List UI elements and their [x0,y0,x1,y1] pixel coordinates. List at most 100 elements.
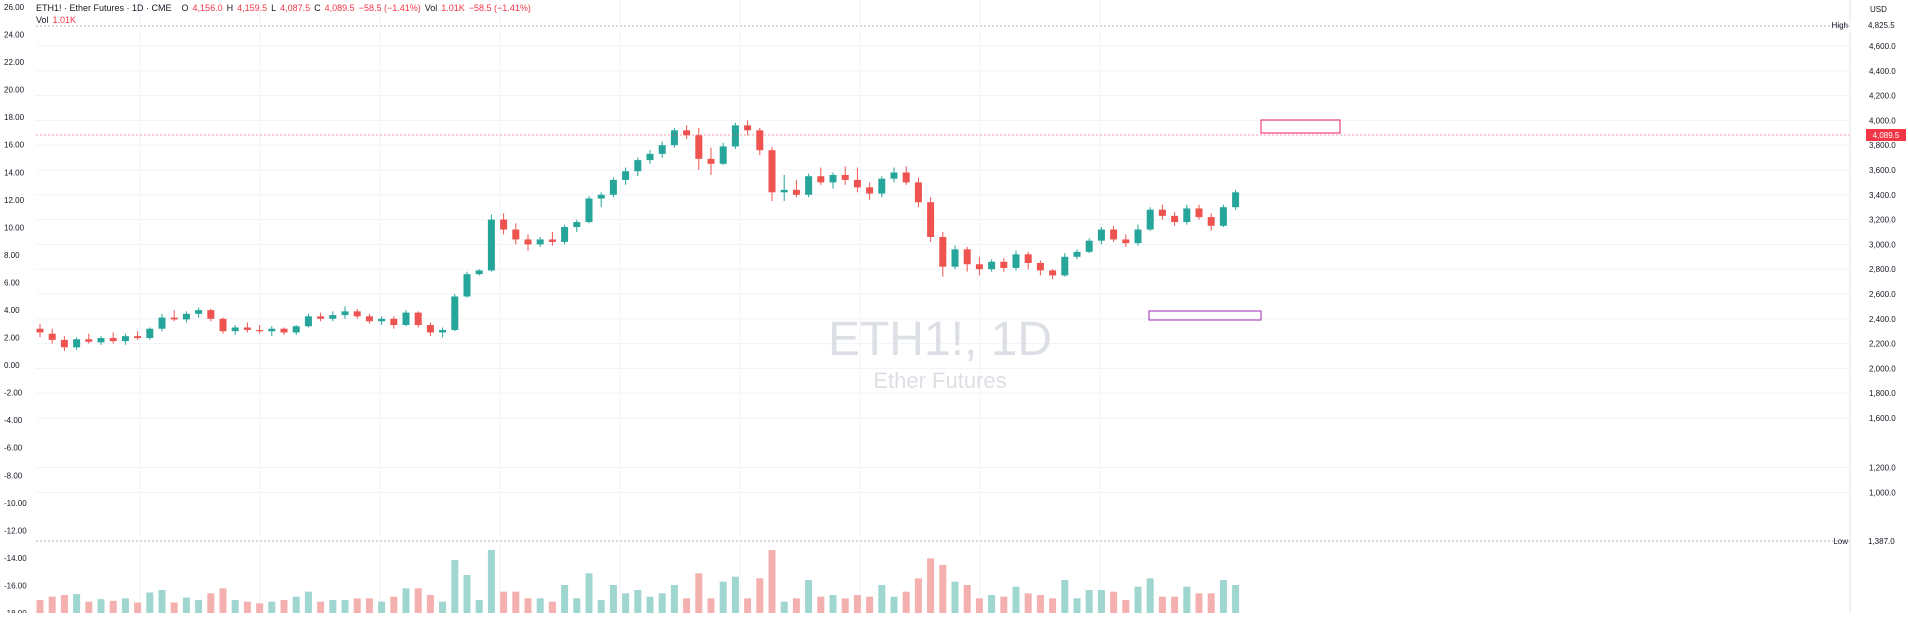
candle[interactable] [1000,258,1008,272]
candle[interactable] [780,174,788,201]
candle[interactable] [963,246,971,272]
candle[interactable] [182,311,190,323]
candle[interactable] [1146,207,1154,231]
candle[interactable] [744,120,752,136]
candle[interactable] [622,167,630,185]
candle[interactable] [1061,253,1069,277]
candle[interactable] [487,214,495,272]
candle[interactable] [134,331,142,340]
candle[interactable] [829,172,837,189]
candle[interactable] [451,294,459,332]
candle[interactable] [902,166,910,185]
candle[interactable] [1049,269,1057,280]
candle[interactable] [768,146,776,201]
candle[interactable] [1110,225,1118,242]
candle[interactable] [866,182,874,200]
candle[interactable] [158,313,166,332]
candle[interactable] [1232,189,1240,210]
candle[interactable] [573,219,581,232]
candle[interactable] [609,177,617,198]
candle[interactable] [1012,250,1020,271]
candle[interactable] [1073,249,1081,260]
candle[interactable] [292,325,300,335]
candle[interactable] [73,337,81,350]
candle[interactable] [268,326,276,337]
candle[interactable] [841,166,849,185]
candle[interactable] [536,236,544,247]
candle[interactable] [975,256,983,276]
candle[interactable] [1171,212,1179,226]
candle[interactable] [402,310,410,327]
candle[interactable] [853,167,861,193]
candle[interactable] [36,323,44,338]
candle[interactable] [414,311,422,328]
candle[interactable] [524,234,532,251]
candle[interactable] [512,223,520,245]
candle[interactable] [719,142,727,166]
candle[interactable] [683,125,691,139]
candle[interactable] [475,269,483,276]
candle[interactable] [1097,227,1105,245]
candle[interactable] [695,127,703,170]
candle[interactable] [1122,234,1130,247]
candle[interactable] [658,141,666,158]
legend-ohlc-row[interactable]: ETH1! · Ether Futures · 1D · CME O 4,156.… [36,2,531,14]
candle[interactable] [1024,251,1032,270]
candle[interactable] [500,213,508,235]
legend-volume-row[interactable]: Vol 1.01K [36,14,531,26]
candle[interactable] [146,327,154,340]
candle[interactable] [256,325,264,334]
candle[interactable] [280,327,288,335]
candle[interactable] [60,336,68,352]
candle[interactable] [1036,260,1044,276]
candle[interactable] [463,271,471,298]
candle[interactable] [1134,224,1142,246]
candle[interactable] [597,192,605,208]
candle[interactable] [890,167,898,183]
candle[interactable] [243,322,251,333]
candle[interactable] [561,224,569,245]
candle[interactable] [1085,238,1093,254]
candle[interactable] [731,122,739,149]
candle[interactable] [390,316,398,329]
candle[interactable] [109,332,117,344]
candle[interactable] [927,197,935,242]
candle[interactable] [707,147,715,175]
candle[interactable] [817,167,825,185]
candle[interactable] [231,325,239,335]
candle[interactable] [792,179,800,198]
candle[interactable] [1158,204,1166,220]
candle[interactable] [317,312,325,322]
candle[interactable] [805,173,813,198]
candle[interactable] [170,310,178,322]
candle[interactable] [756,127,764,156]
candle[interactable] [329,311,337,322]
candle[interactable] [341,306,349,319]
candle[interactable] [121,333,129,345]
candle[interactable] [1207,213,1215,231]
candle[interactable] [97,336,105,345]
candle[interactable] [646,150,654,164]
candle[interactable] [85,333,93,344]
candle[interactable] [353,308,361,319]
candle[interactable] [878,176,886,198]
annotation-box-lower[interactable] [1148,310,1262,321]
candle[interactable] [219,317,227,334]
candle[interactable] [1183,204,1191,225]
candle[interactable] [365,313,373,324]
legend-symbol-title[interactable]: ETH1! · Ether Futures · 1D · CME [36,3,172,13]
candle[interactable] [939,232,947,277]
candle[interactable] [439,327,447,338]
candle[interactable] [1219,204,1227,228]
candle[interactable] [378,316,386,325]
candle[interactable] [634,157,642,177]
candle[interactable] [48,328,56,344]
candle[interactable] [548,232,556,246]
candle[interactable] [951,245,959,270]
candle[interactable] [914,177,922,208]
candle[interactable] [1195,204,1203,220]
candle[interactable] [195,307,203,318]
candle[interactable] [207,308,215,322]
